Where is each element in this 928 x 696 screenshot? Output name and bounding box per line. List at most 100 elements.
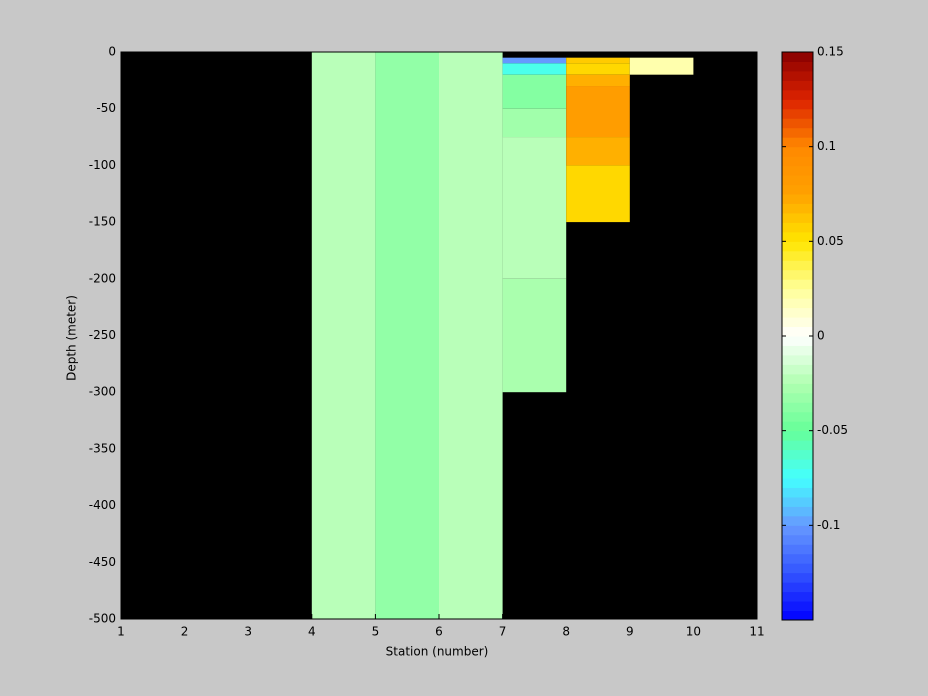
colorbar-step [782,298,813,309]
heatmap-cell [311,52,376,619]
colorbar-step [782,89,813,100]
colorbar-step [782,336,813,346]
colorbar-step [782,534,813,545]
colorbar-step [782,601,813,612]
colorbar-step [782,354,813,365]
y-tick-label: -50 [96,101,116,115]
x-tick-label: 4 [308,625,316,639]
colorbar-step [782,307,813,318]
colorbar-step [782,449,813,460]
colorbar-step [782,487,813,498]
x-tick-label: 9 [626,625,634,639]
heatmap-cell [439,52,503,619]
colorbar-tick-label: -0.1 [817,518,840,532]
colorbar-tick-label: 0.05 [817,234,844,248]
x-axis-label: Station (number) [386,645,489,659]
heatmap-cell [629,57,694,75]
colorbar-step [782,478,813,488]
colorbar-step [782,203,813,214]
heatmap-cell [566,137,630,166]
colorbar-step [782,288,813,299]
colorbar-step [782,156,813,167]
colorbar-step [782,260,813,271]
heatmap-cell [566,86,630,138]
colorbar-step [782,364,813,375]
colorbar-step [782,127,813,138]
x-tick-label: 3 [244,625,252,639]
heatmap-cell [502,57,567,64]
colorbar-tick-label: 0.15 [817,45,844,59]
heatmap-cell [566,63,630,75]
colorbar-step [782,52,813,62]
colorbar-step [782,165,813,176]
heatmap-cell [502,74,567,109]
colorbar-step [782,582,813,593]
colorbar-step [782,459,813,470]
colorbar-step [782,591,813,602]
colorbar-step [782,430,813,441]
colorbar-step [782,468,813,479]
y-tick-label: -150 [89,215,116,229]
colorbar-step [782,137,813,148]
y-tick-label: -500 [89,612,116,626]
colorbar-step [782,392,813,403]
x-tick-label: 7 [499,625,507,639]
colorbar-step [782,317,813,328]
colorbar-step [782,70,813,81]
heatmap-cell [502,63,567,75]
heatmap-cell [502,137,567,279]
colorbar-step [782,184,813,195]
y-tick-label: -100 [89,158,116,172]
colorbar-step [782,544,813,555]
colorbar-step [782,572,813,583]
y-tick-label: -250 [89,328,116,342]
colorbar-step [782,411,813,422]
y-tick-label: -400 [89,498,116,512]
heatmap-cell [566,57,630,64]
colorbar-step [782,553,813,564]
x-tick-label: 1 [117,625,125,639]
colorbar-step [782,496,813,507]
colorbar-step [782,563,813,574]
y-tick-label: -450 [89,555,116,569]
colorbar-step [782,250,813,261]
x-tick-label: 10 [686,625,701,639]
x-tick-label: 11 [749,625,764,639]
colorbar-step [782,175,813,186]
colorbar-step [782,383,813,394]
x-tick-label: 6 [435,625,443,639]
plot-frame [120,51,758,620]
colorbar-step [782,610,813,621]
colorbar-tick-label: 0.1 [817,139,836,153]
colorbar-step [782,231,813,242]
colorbar-step [782,146,813,157]
heatmap-cell [502,278,567,393]
colorbar-step [782,326,813,337]
colorbar-step [782,269,813,280]
colorbar-step [782,279,813,290]
colorbar-step [782,99,813,110]
heatmap-cell [566,165,630,223]
colorbar-tick-label: 0 [817,329,825,343]
y-tick-label: 0 [108,45,116,59]
y-tick-label: -300 [89,385,116,399]
colorbar-step [782,345,813,356]
y-tick-label: -350 [89,441,116,455]
colorbar-step [782,118,813,129]
colorbar-step [782,525,813,536]
colorbar-step [782,61,813,72]
x-tick-label: 2 [181,625,189,639]
colorbar-step [782,108,813,119]
colorbar-step [782,402,813,413]
y-tick-label: -200 [89,271,116,285]
x-tick-label: 8 [562,625,570,639]
colorbar-step [782,194,813,204]
colorbar-tick-label: -0.05 [817,423,848,437]
colorbar-step [782,440,813,451]
colorbar-step [782,241,813,252]
colorbar-step [782,515,813,526]
x-tick-label: 5 [372,625,380,639]
y-axis-label: Depth (meter) [65,295,79,381]
heatmap-cell [566,74,630,87]
